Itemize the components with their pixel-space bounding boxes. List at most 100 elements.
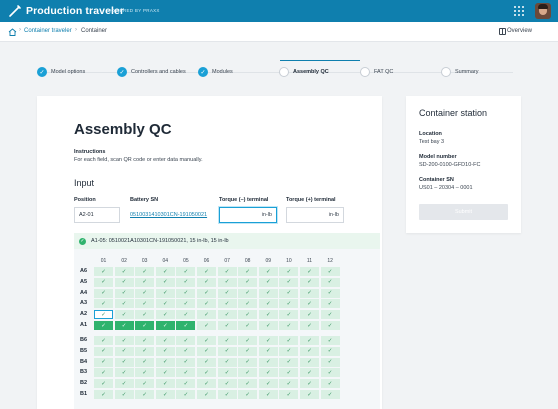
grid-cell[interactable]: ✓ bbox=[135, 310, 155, 320]
grid-cell[interactable]: ✓ bbox=[300, 379, 319, 389]
torque-plus-field[interactable]: in-lb bbox=[286, 207, 344, 223]
grid-cell[interactable]: ✓ bbox=[258, 357, 278, 367]
grid-cell[interactable]: ✓ bbox=[238, 288, 258, 298]
grid-cell[interactable]: ✓ bbox=[176, 321, 196, 330]
grid-cell[interactable]: ✓ bbox=[279, 267, 299, 276]
grid-cell[interactable]: ✓ bbox=[135, 321, 155, 330]
grid-cell[interactable]: ✓ bbox=[217, 346, 237, 356]
grid-cell[interactable]: ✓ bbox=[197, 336, 216, 345]
apps-grid-icon[interactable] bbox=[514, 6, 524, 16]
grid-cell[interactable]: ✓ bbox=[238, 277, 258, 287]
grid-cell[interactable]: ✓ bbox=[114, 368, 134, 378]
grid-cell[interactable]: ✓ bbox=[258, 299, 278, 309]
step-summary[interactable]: Summary bbox=[441, 67, 479, 77]
grid-cell[interactable]: ✓ bbox=[258, 277, 278, 287]
grid-cell[interactable]: ✓ bbox=[279, 321, 299, 330]
grid-cell[interactable]: ✓ bbox=[197, 368, 216, 378]
grid-cell[interactable]: ✓ bbox=[114, 288, 134, 298]
grid-cell[interactable]: ✓ bbox=[320, 267, 340, 276]
grid-cell[interactable]: ✓ bbox=[197, 267, 216, 276]
grid-cell[interactable]: ✓ bbox=[238, 299, 258, 309]
grid-cell[interactable]: ✓ bbox=[320, 336, 340, 345]
grid-cell[interactable]: ✓ bbox=[197, 346, 216, 356]
step-fat-qc[interactable]: FAT QC bbox=[360, 67, 393, 77]
grid-cell[interactable]: ✓ bbox=[300, 336, 319, 345]
grid-cell[interactable]: ✓ bbox=[94, 277, 113, 287]
grid-cell[interactable]: ✓ bbox=[320, 379, 340, 389]
grid-cell[interactable]: ✓ bbox=[258, 368, 278, 378]
grid-cell[interactable]: ✓ bbox=[320, 390, 340, 399]
grid-cell[interactable]: ✓ bbox=[135, 299, 155, 309]
grid-cell[interactable]: ✓ bbox=[279, 288, 299, 298]
grid-cell[interactable]: ✓ bbox=[176, 390, 196, 399]
grid-cell[interactable]: ✓ bbox=[94, 368, 113, 378]
grid-cell[interactable]: ✓ bbox=[258, 336, 278, 345]
grid-cell[interactable]: ✓ bbox=[320, 368, 340, 378]
grid-cell[interactable]: ✓ bbox=[155, 346, 175, 356]
grid-cell[interactable]: ✓ bbox=[320, 346, 340, 356]
grid-cell[interactable]: ✓ bbox=[94, 379, 113, 389]
grid-cell[interactable]: ✓ bbox=[94, 310, 113, 320]
grid-cell[interactable]: ✓ bbox=[197, 299, 216, 309]
grid-cell[interactable]: ✓ bbox=[155, 267, 175, 276]
battery-sn-value[interactable]: 05100314103​01CN-191050021 bbox=[130, 212, 208, 218]
grid-cell[interactable]: ✓ bbox=[238, 390, 258, 399]
grid-cell[interactable]: ✓ bbox=[258, 346, 278, 356]
grid-cell[interactable]: ✓ bbox=[279, 277, 299, 287]
grid-cell[interactable]: ✓ bbox=[279, 299, 299, 309]
grid-cell[interactable]: ✓ bbox=[155, 368, 175, 378]
grid-cell[interactable]: ✓ bbox=[155, 379, 175, 389]
grid-cell[interactable]: ✓ bbox=[176, 357, 196, 367]
grid-cell[interactable]: ✓ bbox=[258, 288, 278, 298]
grid-cell[interactable]: ✓ bbox=[197, 310, 216, 320]
grid-cell[interactable]: ✓ bbox=[258, 267, 278, 276]
grid-cell[interactable]: ✓ bbox=[94, 288, 113, 298]
grid-cell[interactable]: ✓ bbox=[238, 321, 258, 330]
grid-cell[interactable]: ✓ bbox=[135, 288, 155, 298]
grid-cell[interactable]: ✓ bbox=[279, 390, 299, 399]
grid-cell[interactable]: ✓ bbox=[238, 336, 258, 345]
grid-cell[interactable]: ✓ bbox=[279, 310, 299, 320]
grid-cell[interactable]: ✓ bbox=[279, 379, 299, 389]
step-assembly-qc[interactable]: Assembly QC bbox=[279, 67, 329, 77]
grid-cell[interactable]: ✓ bbox=[238, 310, 258, 320]
grid-cell[interactable]: ✓ bbox=[94, 346, 113, 356]
grid-cell[interactable]: ✓ bbox=[197, 379, 216, 389]
grid-cell[interactable]: ✓ bbox=[238, 346, 258, 356]
grid-cell[interactable]: ✓ bbox=[279, 336, 299, 345]
grid-cell[interactable]: ✓ bbox=[279, 357, 299, 367]
grid-cell[interactable]: ✓ bbox=[238, 357, 258, 367]
grid-cell[interactable]: ✓ bbox=[279, 368, 299, 378]
grid-cell[interactable]: ✓ bbox=[176, 288, 196, 298]
grid-cell[interactable]: ✓ bbox=[176, 299, 196, 309]
grid-cell[interactable]: ✓ bbox=[320, 310, 340, 320]
grid-cell[interactable]: ✓ bbox=[176, 277, 196, 287]
grid-cell[interactable]: ✓ bbox=[155, 321, 175, 330]
grid-cell[interactable]: ✓ bbox=[217, 288, 237, 298]
grid-cell[interactable]: ✓ bbox=[135, 336, 155, 345]
grid-cell[interactable]: ✓ bbox=[135, 379, 155, 389]
grid-cell[interactable]: ✓ bbox=[155, 299, 175, 309]
grid-cell[interactable]: ✓ bbox=[135, 368, 155, 378]
grid-cell[interactable]: ✓ bbox=[217, 336, 237, 345]
grid-cell[interactable]: ✓ bbox=[114, 321, 134, 330]
grid-cell[interactable]: ✓ bbox=[217, 310, 237, 320]
grid-cell[interactable]: ✓ bbox=[114, 299, 134, 309]
grid-cell[interactable]: ✓ bbox=[300, 277, 319, 287]
grid-cell[interactable]: ✓ bbox=[135, 277, 155, 287]
grid-cell[interactable]: ✓ bbox=[217, 379, 237, 389]
grid-cell[interactable]: ✓ bbox=[300, 310, 319, 320]
grid-cell[interactable]: ✓ bbox=[155, 357, 175, 367]
grid-cell[interactable]: ✓ bbox=[300, 390, 319, 399]
grid-cell[interactable]: ✓ bbox=[197, 288, 216, 298]
grid-cell[interactable]: ✓ bbox=[114, 346, 134, 356]
submit-button[interactable]: Submit bbox=[419, 204, 508, 220]
grid-cell[interactable]: ✓ bbox=[300, 321, 319, 330]
grid-cell[interactable]: ✓ bbox=[114, 379, 134, 389]
grid-cell[interactable]: ✓ bbox=[217, 321, 237, 330]
step-controllers-and-cables[interactable]: ✓ Controllers and cables bbox=[117, 67, 186, 77]
grid-cell[interactable]: ✓ bbox=[114, 310, 134, 320]
grid-cell[interactable]: ✓ bbox=[176, 368, 196, 378]
grid-cell[interactable]: ✓ bbox=[176, 310, 196, 320]
grid-cell[interactable]: ✓ bbox=[238, 267, 258, 276]
